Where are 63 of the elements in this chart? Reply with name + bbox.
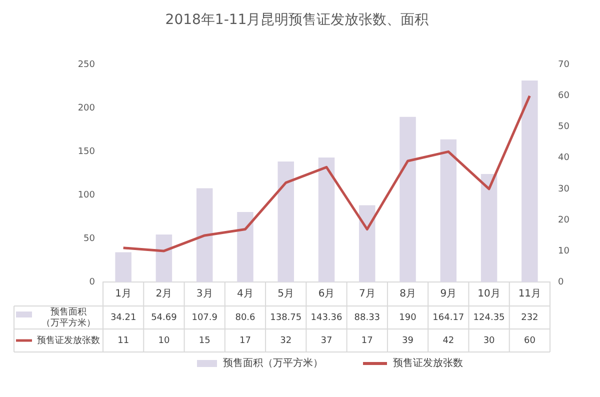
chart-title: 2018年1-11月昆明预售证发放张数、面积 <box>165 12 429 28</box>
legend-label: 预售证发放张数 <box>37 334 100 346</box>
data-label: 190 <box>399 312 417 323</box>
y-tick-label: 50 <box>84 234 96 244</box>
data-label: 11 <box>118 336 130 346</box>
bar <box>480 174 498 282</box>
data-label: 138.75 <box>270 312 302 323</box>
bar <box>359 205 376 282</box>
bar <box>278 161 294 282</box>
bar <box>196 188 213 282</box>
legend-label: 预售面积（万平方米） <box>42 306 96 328</box>
x-tick-label: 9月 <box>440 288 457 300</box>
data-label: 10 <box>158 336 170 346</box>
x-tick-label: 1月 <box>115 288 132 300</box>
y2-tick-label: 10 <box>558 246 570 256</box>
y-tick-label: 250 <box>78 60 96 70</box>
x-tick-label: 3月 <box>196 288 213 300</box>
bar <box>318 157 335 282</box>
x-tick-label: 10月 <box>478 288 500 300</box>
bar <box>400 116 416 282</box>
data-label: 30 <box>483 336 496 346</box>
y-tick-label: 0 <box>89 277 96 288</box>
y2-tick-label: 30 <box>558 184 570 194</box>
data-label: 15 <box>198 336 210 346</box>
data-label: 164.17 <box>432 312 464 323</box>
data-label: 37 <box>320 336 332 346</box>
y2-tick-label: 60 <box>558 91 570 102</box>
text: 预售面积（万平方米） <box>223 358 323 369</box>
x-tick-label: 6月 <box>318 288 335 300</box>
bar <box>115 252 132 282</box>
y2-tick-label: 20 <box>558 215 570 226</box>
x-tick-label: 2月 <box>156 288 172 300</box>
y-tick-label: 150 <box>78 147 96 158</box>
x-tick-label: 8月 <box>400 288 416 300</box>
data-label: 88.33 <box>354 312 380 323</box>
data-label: 80.6 <box>235 312 256 323</box>
bar <box>440 139 457 282</box>
data-label: 107.9 <box>192 312 218 323</box>
data-label: 32 <box>280 336 292 346</box>
x-tick-label: 4月 <box>237 288 254 300</box>
data-label: 42 <box>442 336 454 346</box>
text: 预售证发放张数 <box>393 358 463 369</box>
data-label: 54.69 <box>151 312 178 323</box>
y2-tick-label: 40 <box>558 153 570 164</box>
y2-tick-label: 0 <box>558 277 564 288</box>
x-tick-label: 7月 <box>358 288 376 300</box>
data-label: 39 <box>402 336 414 346</box>
y-tick-label: 200 <box>78 104 96 114</box>
data-label: 143.36 <box>310 312 343 323</box>
data-label: 124.35 <box>473 312 505 323</box>
data-label: 34.21 <box>110 312 136 323</box>
data-label: 60 <box>524 336 536 346</box>
bar <box>237 212 254 282</box>
x-tick-label: 5月 <box>278 288 294 300</box>
y-tick-label: 100 <box>78 190 96 200</box>
data-label: 17 <box>361 336 373 346</box>
bar <box>156 234 172 282</box>
y2-tick-label: 70 <box>558 60 570 70</box>
y2-tick-label: 50 <box>558 122 570 132</box>
data-label: 232 <box>521 312 538 323</box>
x-tick-label: 11月 <box>518 288 542 300</box>
bar <box>522 80 538 282</box>
data-label: 17 <box>240 336 251 346</box>
